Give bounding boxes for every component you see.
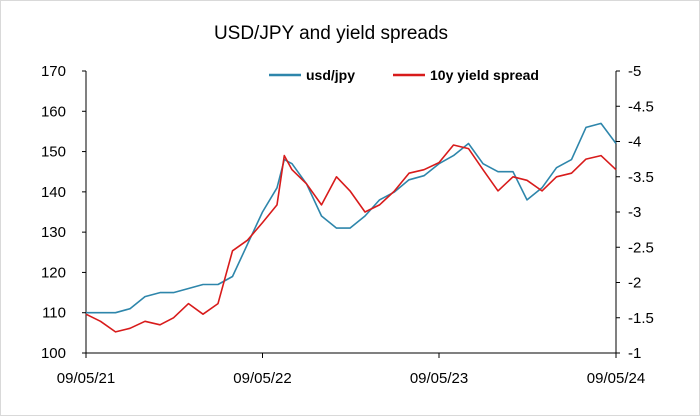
yield-spread-series-line	[85, 144, 617, 333]
x-tick-label: 09/05/23	[410, 370, 468, 387]
right-tick-label: -3	[628, 204, 641, 221]
x-tick-label: 09/05/22	[233, 370, 291, 387]
left-tick-label: 150	[41, 144, 66, 161]
x-axis-ticks: 09/05/21 09/05/22 09/05/23 09/05/24	[57, 353, 645, 387]
x-tick-label: 09/05/24	[587, 370, 645, 387]
right-tick-label: -2.5	[628, 239, 654, 256]
series-layer	[85, 122, 617, 333]
axes	[85, 71, 617, 354]
left-axis-ticks: 100 110 120 130 140 150 160 170	[41, 63, 86, 362]
left-tick-label: 120	[41, 264, 66, 281]
x-tick-label: 09/05/21	[57, 370, 115, 387]
right-tick-label: -4	[628, 134, 641, 151]
right-tick-label: -1.5	[628, 310, 654, 327]
right-tick-label: -2	[628, 275, 641, 292]
right-tick-label: -3.5	[628, 169, 654, 186]
left-tick-label: 100	[41, 345, 66, 362]
right-tick-label: -5	[628, 63, 641, 80]
left-tick-label: 160	[41, 103, 66, 120]
left-tick-label: 130	[41, 224, 66, 241]
chart-title: USD/JPY and yield spreads	[214, 23, 448, 44]
left-tick-label: 140	[41, 184, 66, 201]
legend-spread-label: 10y yield spread	[430, 67, 539, 83]
left-tick-label: 170	[41, 63, 66, 80]
right-tick-label: -1	[628, 345, 641, 362]
legend: usd/jpy 10y yield spread	[269, 67, 539, 83]
left-tick-label: 110	[42, 305, 66, 322]
right-tick-label: -4.5	[628, 98, 654, 115]
right-axis-ticks: -5 -4.5 -4 -3.5 -3 -2.5 -2 -1.5 -1	[616, 63, 654, 362]
legend-usdjpy-label: usd/jpy	[306, 67, 355, 83]
usdjpy-series-line	[86, 122, 617, 314]
